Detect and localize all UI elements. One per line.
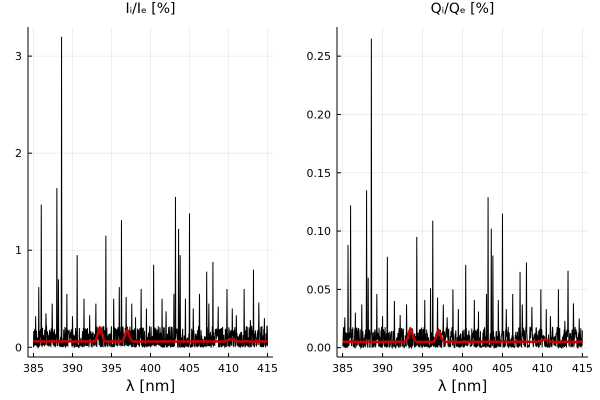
spectrum-line xyxy=(32,36,269,350)
x-tick-label: 395 xyxy=(101,362,122,375)
x-tick-label: 415 xyxy=(257,362,278,375)
x-tick-label: 400 xyxy=(140,362,161,375)
y-tick-label: 3 xyxy=(15,50,22,63)
x-tick-label: 385 xyxy=(332,362,353,375)
y-tick-label: 0.10 xyxy=(307,225,332,238)
y-tick-label: 0.20 xyxy=(307,108,332,121)
x-tick-label: 400 xyxy=(452,362,473,375)
y-tick-label: 0.00 xyxy=(307,342,332,355)
x-tick-label: 410 xyxy=(532,362,553,375)
x-axis-label: λ [nm] xyxy=(438,377,487,395)
x-tick-label: 395 xyxy=(412,362,433,375)
x-tick-label: 385 xyxy=(23,362,44,375)
x-tick-label: 410 xyxy=(218,362,239,375)
x-tick-label: 415 xyxy=(572,362,593,375)
x-tick-label: 405 xyxy=(492,362,513,375)
x-axis-label: λ [nm] xyxy=(126,377,175,395)
chart-title: Iᵢ/Iₑ [%] xyxy=(126,1,176,17)
x-tick-label: 390 xyxy=(372,362,393,375)
chart-title: Qᵢ/Qₑ [%] xyxy=(431,1,495,17)
y-tick-label: 1 xyxy=(15,244,22,257)
y-tick-label: 2 xyxy=(15,147,22,160)
y-tick-label: 0.05 xyxy=(307,283,332,296)
left-chart-panel: 385 390 395 400 405 410 415 0 1 2 3 Iᵢ/Iₑ [%] λ [nm] xyxy=(15,1,278,395)
y-tick-label: 0.15 xyxy=(307,167,332,180)
y-tick-label: 0.25 xyxy=(307,50,332,63)
x-tick-label: 405 xyxy=(179,362,200,375)
smoothed-line xyxy=(33,325,268,344)
right-chart-panel: 385 390 395 400 405 410 415 0.00 0.05 0.10 0.15 0.2… xyxy=(307,1,593,395)
y-tick-label: 0 xyxy=(15,341,22,354)
smoothed-line xyxy=(342,326,584,344)
x-tick-label: 390 xyxy=(62,362,83,375)
